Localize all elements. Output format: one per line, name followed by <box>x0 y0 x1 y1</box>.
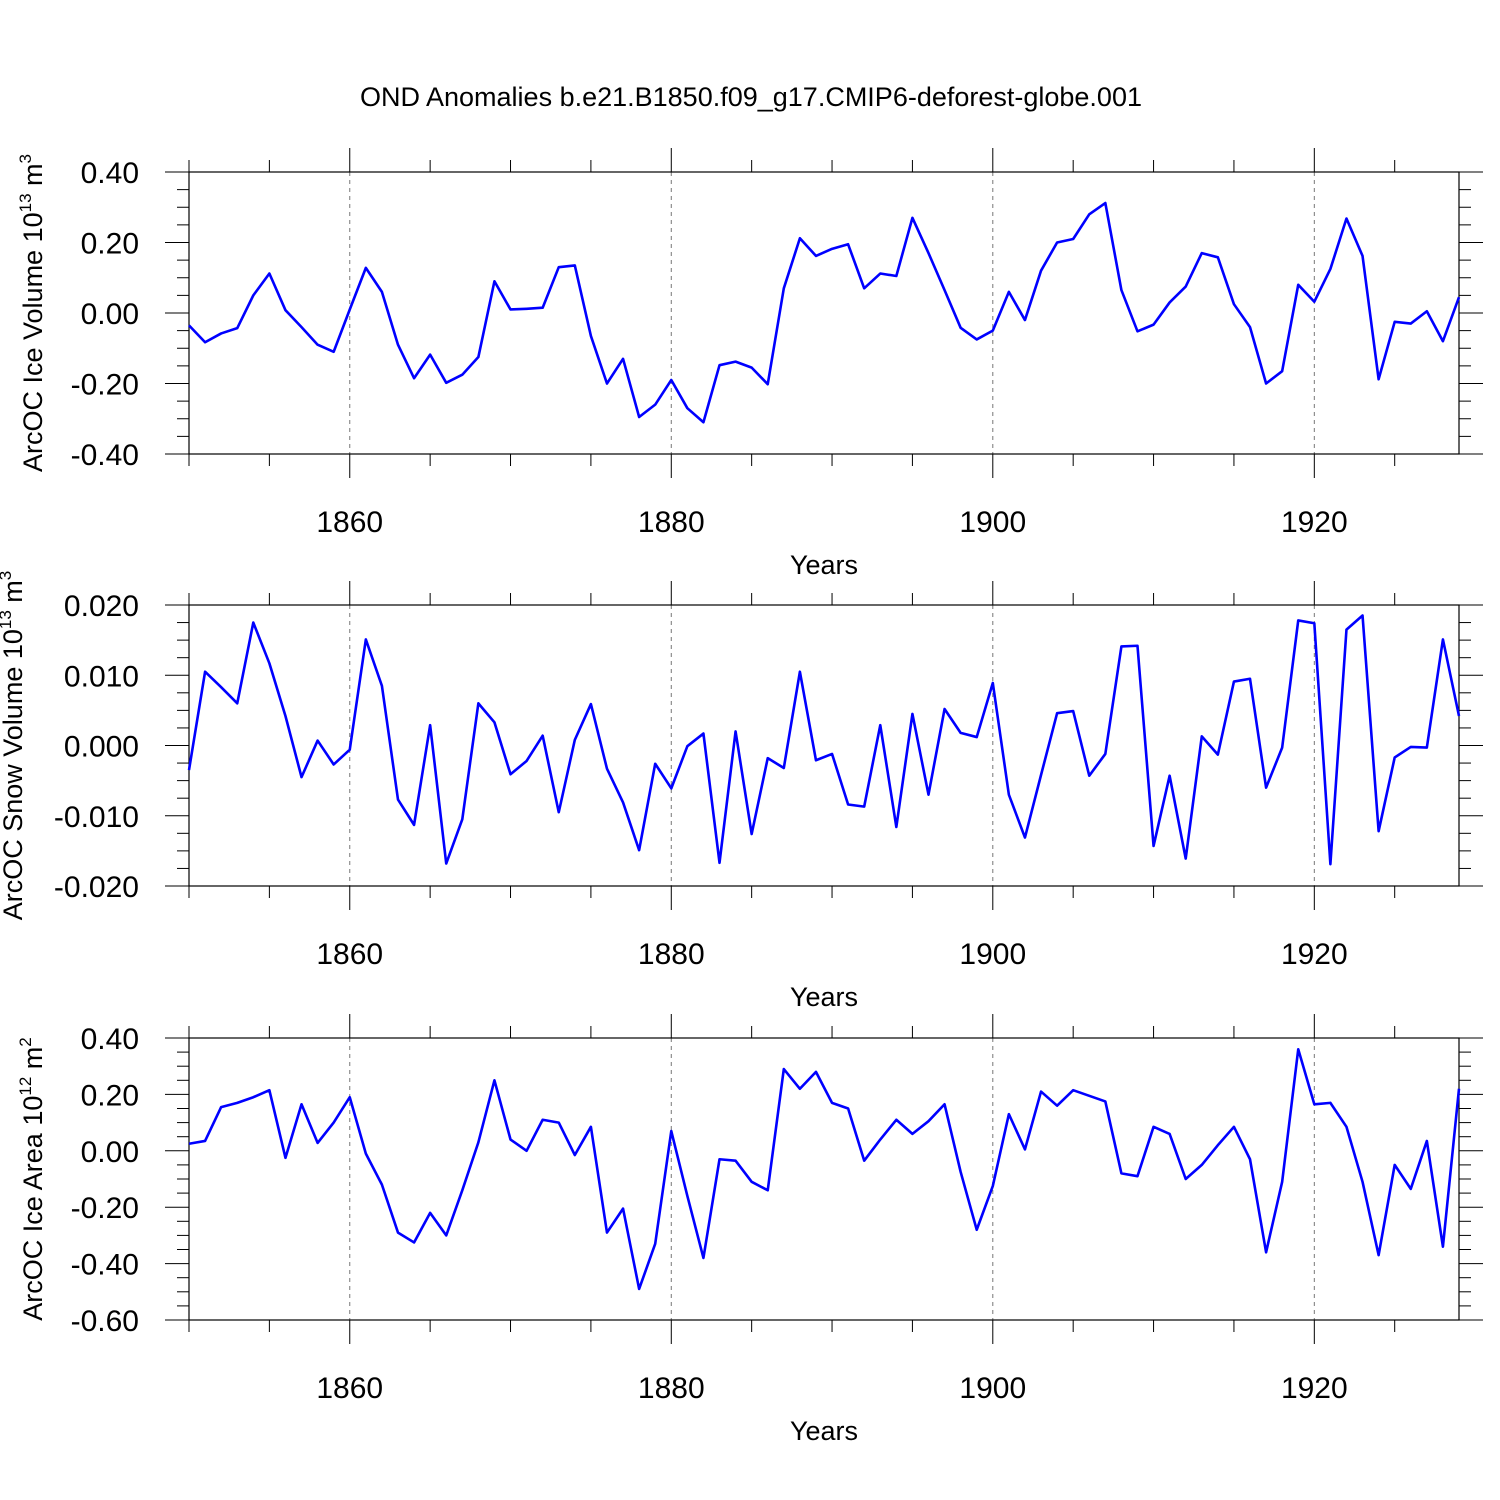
y-tick-label: 0.020 <box>64 590 139 623</box>
y-tick-label: -0.020 <box>54 871 139 904</box>
y-axis-label-unit-exponent: 2 <box>16 1037 35 1046</box>
x-tick-label: 1880 <box>638 1372 705 1405</box>
y-tick-label: 0.40 <box>81 157 139 190</box>
y-axis-label-exponent: 13 <box>16 193 35 212</box>
y-tick-label: -0.010 <box>54 801 139 834</box>
x-tick-label: 1860 <box>316 506 383 539</box>
y-tick-label: -0.60 <box>71 1305 139 1338</box>
x-tick-label: 1920 <box>1281 938 1348 971</box>
y-axis-label: ArcOC Snow Volume 1013 m3 <box>0 571 28 921</box>
y-axis-label-unit-exponent: 3 <box>0 571 15 580</box>
y-tick-label: -0.20 <box>71 1192 139 1225</box>
chart-title: OND Anomalies b.e21.B1850.f09_g17.CMIP6-… <box>360 82 1142 112</box>
y-tick-label: -0.40 <box>71 439 139 472</box>
y-tick-label: 0.40 <box>81 1023 139 1056</box>
panel-snow-volume: -0.020 -0.010 0.000 0.010 0.020 1860 1880 1900 1… <box>0 571 1483 1012</box>
y-axis-label-text: ArcOC Snow Volume 10 <box>0 629 28 920</box>
y-tick-label: 0.00 <box>81 1136 139 1169</box>
y-axis-label-unit-exponent: 3 <box>16 154 35 163</box>
y-axis-label-unit: m <box>18 1047 48 1077</box>
x-tick-label: 1920 <box>1281 1372 1348 1405</box>
x-tick-label: 1880 <box>638 938 705 971</box>
x-axis-label: Years <box>790 1416 858 1446</box>
x-tick-label: 1920 <box>1281 506 1348 539</box>
y-axis-label-exponent: 13 <box>0 610 15 629</box>
x-tick-label: 1900 <box>959 1372 1026 1405</box>
plot-frame <box>188 604 1460 887</box>
y-axis-label: ArcOC Ice Volume 1013 m3 <box>16 154 48 472</box>
series-line-snow-volume <box>187 614 1461 866</box>
x-tick-label: 1860 <box>316 1372 383 1405</box>
y-axis-label-exponent: 12 <box>16 1077 35 1096</box>
x-tick-label: 1900 <box>959 506 1026 539</box>
y-axis-label-text: ArcOC Ice Area 10 <box>18 1096 48 1321</box>
x-tick-label: 1880 <box>638 506 705 539</box>
chart-panels: -0.40 -0.20 0.00 0.20 0.40 1860 1880 1900 1920 Ye… <box>0 148 1483 1446</box>
y-axis-label-unit: m <box>18 163 48 193</box>
x-axis-label: Years <box>790 982 858 1012</box>
y-axis-label-unit: m <box>0 580 28 610</box>
y-tick-label: 0.20 <box>81 1079 139 1112</box>
x-axis-label: Years <box>790 550 858 580</box>
series-line-ice-area <box>188 1047 1461 1291</box>
y-tick-label: 0.00 <box>81 298 139 331</box>
y-axis-label-text: ArcOC Ice Volume 10 <box>18 212 48 472</box>
y-tick-label: 0.010 <box>64 660 139 693</box>
panel-ice-volume: -0.40 -0.20 0.00 0.20 0.40 1860 1880 1900 1920 Ye… <box>16 148 1483 580</box>
y-tick-label: -0.40 <box>71 1249 139 1282</box>
y-tick-label: 0.000 <box>64 731 139 764</box>
x-tick-label: 1900 <box>959 938 1026 971</box>
y-tick-label: -0.20 <box>71 369 139 402</box>
plot-frame <box>188 171 1460 455</box>
y-tick-label: 0.20 <box>81 228 139 261</box>
panel-ice-area: -0.60 -0.40 -0.20 0.00 0.20 0.40 1860 1880 1900 1… <box>16 1014 1483 1446</box>
x-tick-label: 1860 <box>316 938 383 971</box>
y-axis-label: ArcOC Ice Area 1012 m2 <box>16 1037 48 1321</box>
series-line-ice-volume <box>188 201 1461 424</box>
